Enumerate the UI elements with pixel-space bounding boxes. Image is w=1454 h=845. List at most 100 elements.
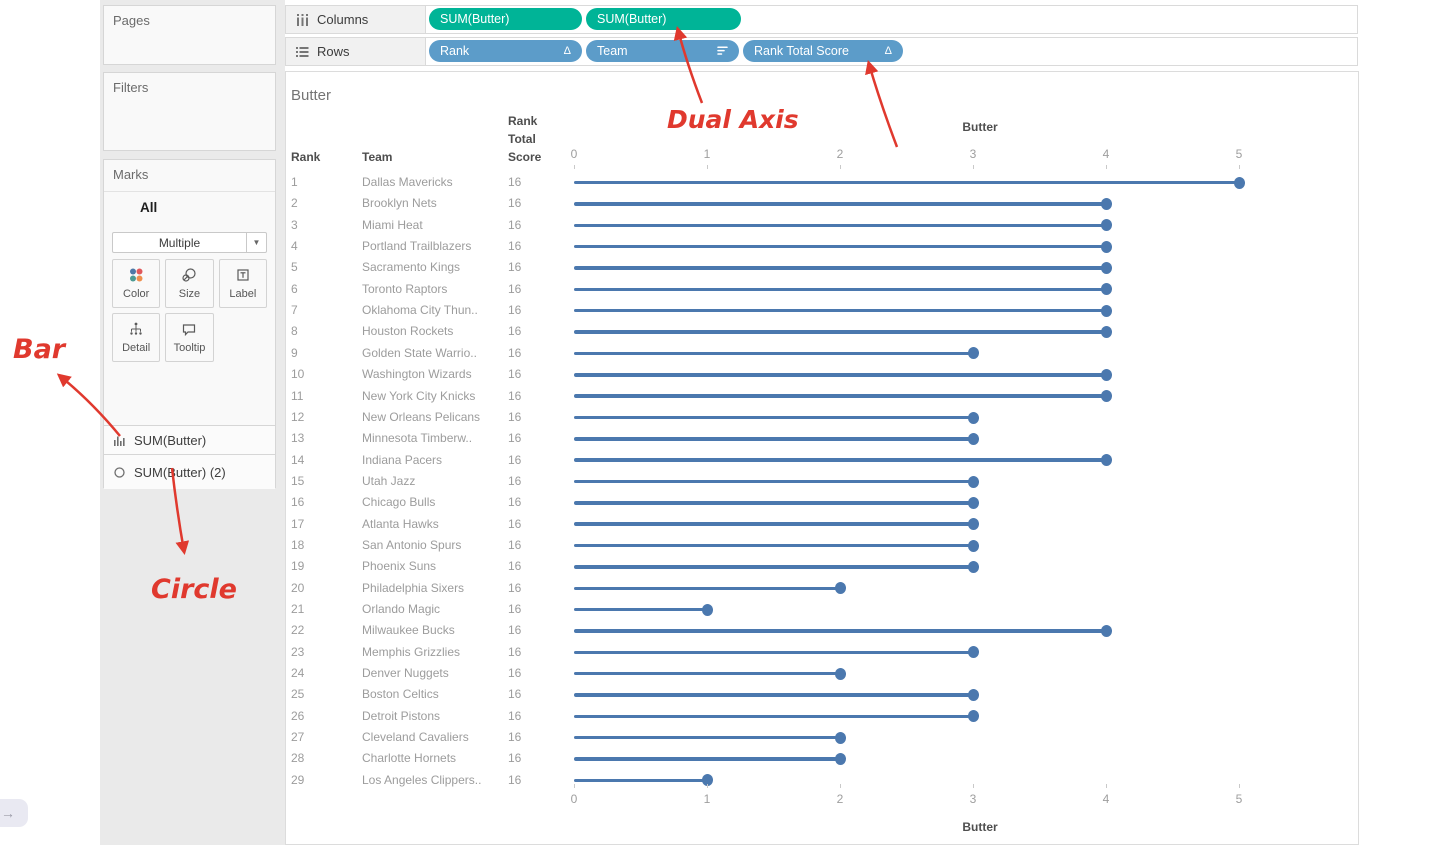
row-score[interactable]: 16 [508, 303, 522, 318]
row-team[interactable]: Dallas Mavericks [362, 175, 453, 189]
row-score[interactable]: 16 [508, 175, 522, 189]
circle-mark[interactable] [967, 560, 979, 573]
bar-mark[interactable] [574, 586, 840, 591]
row-rank[interactable]: 21 [291, 602, 305, 616]
circle-mark[interactable] [1100, 368, 1112, 381]
row-team[interactable]: Los Angeles Clippers.. [362, 772, 482, 787]
bar-mark[interactable] [574, 437, 973, 441]
row-score[interactable]: 16 [508, 751, 522, 766]
bar-mark[interactable] [574, 778, 707, 783]
row-team[interactable]: Chicago Bulls [362, 495, 436, 510]
circle-mark[interactable] [834, 753, 846, 766]
row-score[interactable]: 16 [508, 196, 522, 211]
circle-mark[interactable] [967, 475, 979, 488]
row-rank[interactable]: 20 [291, 580, 305, 595]
row-score[interactable]: 16 [508, 473, 522, 488]
detail-button[interactable]: Detail [112, 313, 161, 362]
circle-mark[interactable] [1100, 219, 1112, 232]
row-rank[interactable]: 23 [291, 644, 305, 659]
row-score[interactable]: 16 [508, 580, 522, 595]
row-score[interactable]: 16 [508, 666, 522, 681]
circle-mark[interactable] [1100, 326, 1112, 339]
bar-mark[interactable] [574, 479, 973, 484]
pill-sum-butter-[interactable]: SUM(Butter) [586, 8, 741, 30]
circle-mark[interactable] [834, 582, 846, 595]
circle-mark[interactable] [1100, 262, 1112, 275]
row-score[interactable]: 16 [508, 602, 522, 616]
pill-rank[interactable]: Rank Δ [429, 40, 582, 62]
row-rank[interactable]: 18 [291, 537, 305, 552]
row-rank[interactable]: 5 [291, 260, 298, 275]
bar-mark[interactable] [574, 565, 973, 569]
row-team[interactable]: Denver Nuggets [362, 666, 449, 681]
row-rank[interactable]: 28 [291, 751, 305, 766]
row-rank[interactable]: 17 [291, 516, 305, 531]
circle-mark[interactable] [967, 432, 979, 445]
row-team[interactable]: Miami Heat [362, 217, 423, 232]
row-team[interactable]: Philadelphia Sixers [362, 580, 465, 595]
bar-mark[interactable] [574, 373, 1106, 377]
row-team[interactable]: Charlotte Hornets [362, 751, 457, 766]
circle-mark[interactable] [967, 411, 979, 424]
row-rank[interactable]: 14 [291, 452, 305, 467]
row-rank[interactable]: 12 [291, 409, 305, 424]
bar-mark[interactable] [574, 351, 973, 356]
row-team[interactable]: Washington Wizards [362, 367, 472, 382]
bar-mark[interactable] [574, 671, 840, 676]
row-score[interactable]: 16 [508, 431, 522, 446]
row-score[interactable]: 16 [508, 239, 522, 254]
circle-mark[interactable] [701, 603, 713, 616]
row-score[interactable]: 16 [508, 324, 522, 339]
row-team[interactable]: San Antonio Spurs [362, 537, 462, 552]
row-team[interactable]: Cleveland Cavaliers [362, 730, 469, 745]
row-team[interactable]: Indiana Pacers [362, 452, 443, 467]
tooltip-button[interactable]: Tooltip [165, 313, 214, 362]
row-rank[interactable]: 4 [291, 239, 298, 254]
column-header-rank[interactable]: Rank [291, 150, 321, 164]
bar-mark[interactable] [574, 394, 1106, 398]
row-rank[interactable]: 19 [291, 559, 305, 574]
row-team[interactable]: Toronto Raptors [362, 281, 448, 296]
row-rank[interactable]: 24 [291, 666, 305, 681]
circle-mark[interactable] [1100, 454, 1112, 467]
row-rank[interactable]: 8 [291, 324, 298, 339]
row-team[interactable]: Sacramento Kings [362, 260, 461, 275]
bar-mark[interactable] [574, 415, 973, 420]
row-rank[interactable]: 1 [291, 175, 298, 189]
row-rank[interactable]: 29 [291, 772, 305, 787]
circle-mark[interactable] [1100, 283, 1112, 296]
row-team[interactable]: New York City Knicks [362, 388, 476, 403]
mark-field-sum-butter[interactable]: SUM(Butter) [104, 425, 275, 454]
row-team[interactable]: Detroit Pistons [362, 708, 441, 723]
columns-shelf[interactable]: Columns SUM(Butter) SUM(Butter) [285, 5, 1358, 34]
chevron-down-icon[interactable]: ▼ [246, 233, 266, 252]
row-team[interactable]: Portland Trailblazers [362, 239, 472, 254]
circle-mark[interactable] [967, 689, 979, 702]
circle-mark[interactable] [1100, 240, 1112, 253]
row-score[interactable]: 16 [508, 260, 522, 275]
pill-team[interactable]: Team [586, 40, 739, 62]
row-score[interactable]: 16 [508, 623, 522, 638]
bar-mark[interactable] [574, 629, 1106, 633]
row-score[interactable]: 16 [508, 217, 522, 232]
bar-mark[interactable] [574, 543, 973, 548]
bar-mark[interactable] [574, 266, 1106, 270]
row-team[interactable]: Milwaukee Bucks [362, 623, 455, 638]
bar-mark[interactable] [574, 458, 1106, 462]
bar-mark[interactable] [574, 693, 973, 697]
row-rank[interactable]: 10 [291, 367, 305, 382]
circle-mark[interactable] [967, 518, 979, 531]
row-rank[interactable]: 9 [291, 345, 298, 360]
circle-mark[interactable] [967, 710, 979, 723]
row-team[interactable]: Houston Rockets [362, 324, 454, 339]
bar-mark[interactable] [574, 735, 840, 740]
circle-mark[interactable] [967, 347, 979, 360]
circle-mark[interactable] [967, 646, 979, 659]
row-score[interactable]: 16 [508, 537, 522, 552]
row-team[interactable]: Atlanta Hawks [362, 516, 439, 531]
row-rank[interactable]: 6 [291, 281, 298, 296]
row-team[interactable]: Orlando Magic [362, 602, 441, 616]
row-score[interactable]: 16 [508, 388, 522, 403]
pages-shelf[interactable]: Pages [103, 5, 276, 65]
nav-forward-button[interactable]: → [0, 799, 28, 827]
